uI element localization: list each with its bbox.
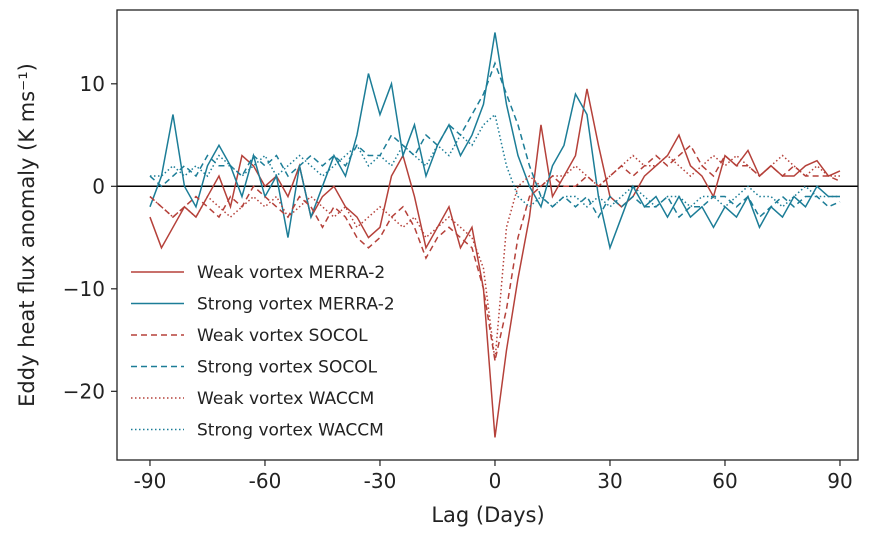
series-line (149, 144, 841, 361)
legend-label: Weak vortex WACCM (197, 389, 374, 409)
series-line (149, 61, 841, 219)
y-tick-label: −20 (63, 379, 105, 403)
legend-label: Strong vortex WACCM (197, 421, 384, 441)
legend-label: Strong vortex MERRA-2 (197, 295, 395, 315)
y-axis-label: Eddy heat flux anomaly (K ms⁻¹) (15, 63, 39, 407)
y-tick-label: 10 (80, 72, 105, 96)
y-tick-label: −10 (63, 277, 105, 301)
x-axis-label: Lag (Days) (431, 503, 544, 527)
legend-label: Strong vortex SOCOL (197, 358, 378, 378)
legend-label: Weak vortex MERRA-2 (197, 263, 385, 283)
x-tick-label: -60 (249, 469, 282, 493)
legend-label: Weak vortex SOCOL (197, 326, 368, 346)
x-tick-label: -90 (134, 469, 167, 493)
plot-frame (116, 9, 859, 461)
x-tick-label: 90 (827, 469, 852, 493)
series-line (149, 88, 841, 438)
x-tick-label: 30 (597, 469, 622, 493)
x-tick-label: -30 (364, 469, 397, 493)
x-tick-label: 0 (489, 469, 502, 493)
series-line (149, 113, 840, 208)
y-tick-label: 0 (92, 174, 105, 198)
x-tick-label: 60 (712, 469, 737, 493)
